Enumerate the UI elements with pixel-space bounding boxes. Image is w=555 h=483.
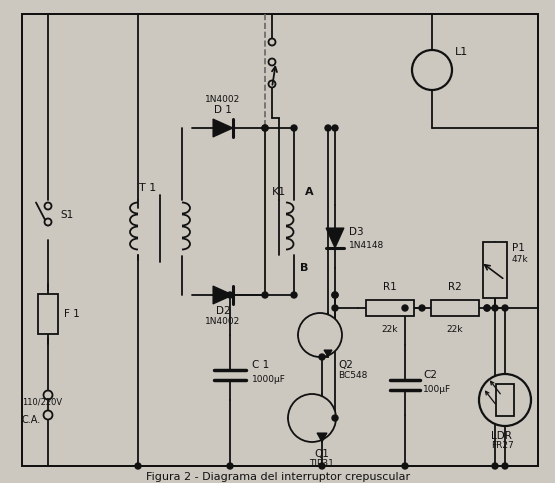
Circle shape (502, 463, 508, 469)
Polygon shape (317, 433, 327, 442)
Bar (431, 300, 479, 316)
Bar (483, 242, 507, 298)
Polygon shape (324, 350, 332, 357)
Text: C2: C2 (423, 370, 437, 380)
Text: D 1: D 1 (214, 105, 232, 115)
Text: D2: D2 (216, 306, 230, 316)
Text: R2: R2 (448, 282, 462, 292)
Text: 22k: 22k (382, 326, 398, 335)
Text: S1: S1 (60, 210, 73, 220)
Text: B: B (300, 263, 309, 273)
Circle shape (44, 202, 52, 210)
Circle shape (43, 411, 53, 420)
Circle shape (484, 305, 490, 311)
Text: Q1: Q1 (315, 449, 330, 459)
Text: K1: K1 (272, 187, 286, 197)
Circle shape (291, 292, 297, 298)
Circle shape (492, 305, 498, 311)
Bar (38, 294, 58, 334)
Circle shape (332, 292, 338, 298)
Circle shape (412, 50, 452, 90)
Text: Q2: Q2 (338, 360, 353, 370)
Circle shape (262, 125, 268, 131)
Circle shape (298, 313, 342, 357)
Circle shape (402, 463, 408, 469)
Text: TIP31: TIP31 (310, 459, 335, 469)
Text: 1N4002: 1N4002 (205, 96, 241, 104)
Text: 47k: 47k (512, 256, 528, 265)
Circle shape (44, 218, 52, 226)
Circle shape (43, 390, 53, 399)
Circle shape (269, 58, 275, 66)
Text: R1: R1 (383, 282, 397, 292)
Circle shape (502, 305, 508, 311)
Polygon shape (213, 286, 233, 304)
Text: D3: D3 (349, 227, 364, 237)
Bar (496, 384, 514, 416)
Circle shape (135, 463, 141, 469)
Text: 110/220V: 110/220V (22, 398, 62, 407)
Circle shape (332, 125, 338, 131)
Circle shape (484, 305, 490, 311)
Circle shape (227, 292, 233, 298)
Circle shape (269, 39, 275, 45)
Polygon shape (213, 119, 233, 137)
Text: LDR: LDR (491, 431, 512, 441)
Text: 1N4148: 1N4148 (349, 241, 384, 250)
Circle shape (419, 305, 425, 311)
Circle shape (262, 125, 268, 131)
Text: C.A.: C.A. (22, 415, 41, 425)
Circle shape (402, 305, 408, 311)
Circle shape (332, 415, 338, 421)
Text: T 1: T 1 (139, 183, 157, 193)
Text: 1N4002: 1N4002 (205, 317, 241, 327)
Text: 100µF: 100µF (423, 385, 451, 395)
Circle shape (492, 463, 498, 469)
Circle shape (325, 125, 331, 131)
Circle shape (288, 394, 336, 442)
Circle shape (479, 374, 531, 426)
Text: BC548: BC548 (338, 370, 367, 380)
Circle shape (227, 463, 233, 469)
Text: F 1: F 1 (64, 309, 80, 319)
Text: C 1: C 1 (252, 360, 269, 370)
Polygon shape (326, 228, 344, 248)
Circle shape (319, 463, 325, 469)
Text: 22k: 22k (447, 326, 463, 335)
Text: Figura 2 - Diagrama del interruptor crepuscular: Figura 2 - Diagrama del interruptor crep… (146, 472, 410, 482)
Circle shape (332, 305, 338, 311)
Text: P1: P1 (512, 243, 525, 253)
Text: L1: L1 (455, 47, 468, 57)
Circle shape (291, 125, 297, 131)
Bar (366, 300, 414, 316)
Circle shape (332, 292, 338, 298)
Text: A: A (305, 187, 314, 197)
Circle shape (262, 292, 268, 298)
Text: 1000µF: 1000µF (252, 375, 286, 384)
Circle shape (319, 354, 325, 360)
Circle shape (269, 81, 275, 87)
Text: FR27: FR27 (491, 441, 514, 451)
